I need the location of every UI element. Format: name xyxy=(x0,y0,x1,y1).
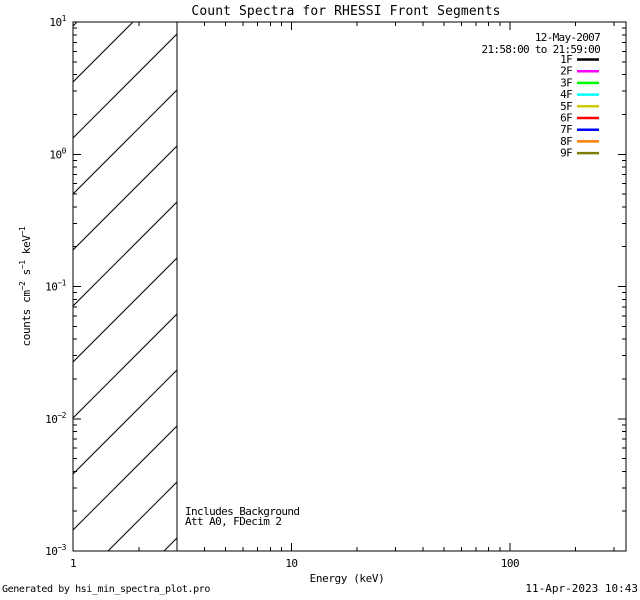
footer-generated-by: Generated by hsi_min_spectra_plot.pro xyxy=(2,584,210,595)
legend-entry-label: 6F xyxy=(560,112,572,125)
legend-entry-label: 8F xyxy=(560,135,572,148)
legend-entry-label: 4F xyxy=(560,88,572,101)
legend-entry: 1F xyxy=(560,53,599,66)
legend-entry-label: 1F xyxy=(560,53,572,66)
y-tick-label: 10−3 xyxy=(45,543,67,558)
y-tick-label: 10−1 xyxy=(45,279,67,294)
legend-entry: 4F xyxy=(560,88,599,101)
y-axis-tick-labels: 101 100 10−1 10−2 10−3 xyxy=(45,14,67,558)
x-axis-title: Energy (keV) xyxy=(310,572,385,585)
hatch-line xyxy=(73,201,178,307)
hatch-line xyxy=(73,313,178,419)
axes-and-ticks xyxy=(72,21,627,552)
hatch-line xyxy=(73,89,178,195)
legend-entry-label: 5F xyxy=(560,100,572,113)
hatch-line xyxy=(73,425,178,531)
hatch-line xyxy=(73,369,178,475)
plot-area-border xyxy=(72,21,627,552)
legend-entry-label: 7F xyxy=(560,123,572,136)
x-tick-label: 10 xyxy=(285,557,297,570)
legend-entry-label: 9F xyxy=(560,147,572,160)
legend-entry-label: 3F xyxy=(560,76,572,89)
legend-time-range: 21:58:00 to 21:59:00 xyxy=(482,43,601,56)
y-axis-title: counts cm−2 s−1 keV−1 xyxy=(18,226,33,346)
hatch-line xyxy=(107,481,178,551)
hatched-background-region xyxy=(73,22,178,551)
x-tick-label: 100 xyxy=(501,557,519,570)
hatch-line xyxy=(73,257,178,363)
chart-title: Count Spectra for RHESSI Front Segments xyxy=(191,4,500,19)
annotation-includes-background: Includes Background xyxy=(185,505,299,518)
annotation-attenuator-state: Att A0, FDecim 2 xyxy=(185,515,281,528)
hatch-lines xyxy=(73,22,178,551)
footer-timestamp: 11-Apr-2023 10:43 xyxy=(525,582,638,595)
legend-entry: 8F xyxy=(560,135,599,148)
hatch-line xyxy=(73,33,178,139)
legend-entry: 7F xyxy=(560,123,599,136)
x-tick-label: 1 xyxy=(70,557,76,570)
legend-entry: 9F xyxy=(560,147,599,160)
legend-entry: 3F xyxy=(560,76,599,89)
y-tick-label: 100 xyxy=(49,146,66,161)
y-tick-label: 10−2 xyxy=(45,411,67,426)
legend-entry: 6F xyxy=(560,112,599,125)
legend-date: 12-May-2007 xyxy=(535,31,600,44)
y-axis-title-text: counts cm−2 s−1 keV−1 xyxy=(18,226,33,346)
y-tick-label: 101 xyxy=(49,14,66,29)
x-axis-tick-labels: 1 10 100 xyxy=(70,557,520,570)
legend-entry: 5F xyxy=(560,100,599,113)
legend-entry-label: 2F xyxy=(560,65,572,78)
legend-entry: 2F xyxy=(560,65,599,78)
